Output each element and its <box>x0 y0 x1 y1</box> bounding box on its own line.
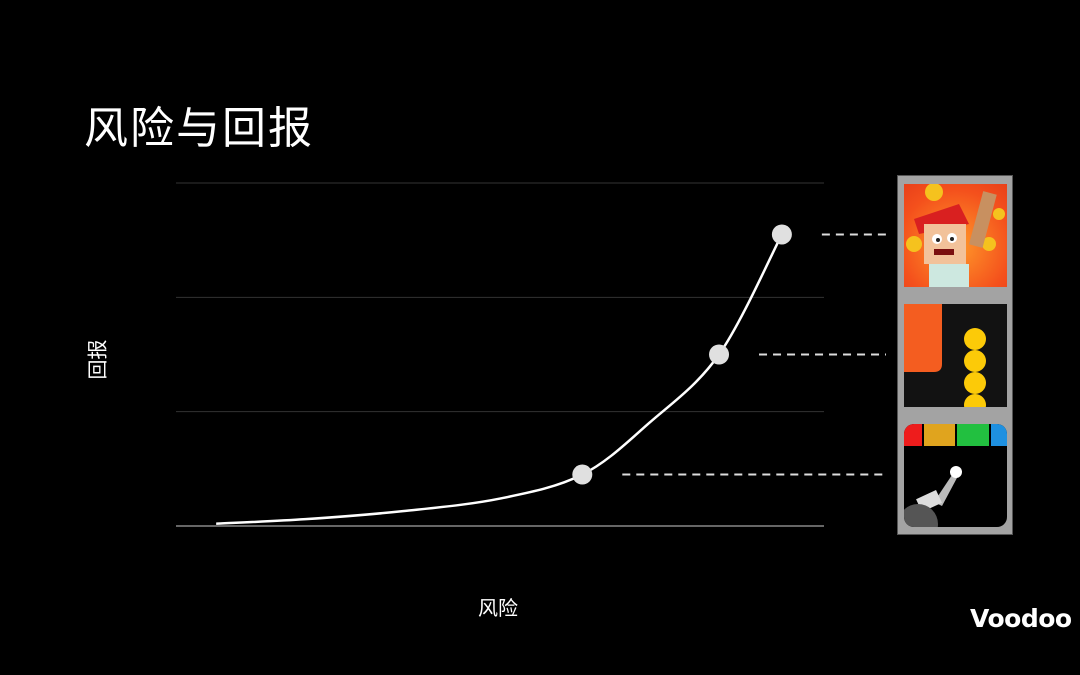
cannon-ball-blocks-game-icon <box>904 424 1007 527</box>
game-icons-panel <box>897 175 1013 535</box>
data-point-marker <box>709 344 730 365</box>
risk-reward-curve <box>216 233 783 525</box>
voodoo-logo: Voodoo <box>970 604 1072 633</box>
data-point-marker <box>572 464 593 485</box>
slide-title: 风险与回报 <box>84 103 314 154</box>
snake-balls-game-icon <box>904 304 1007 407</box>
x-axis-label: 风险 <box>478 596 518 620</box>
data-point-marker <box>771 224 792 245</box>
blocky-character-coins-game-icon <box>904 184 1007 287</box>
